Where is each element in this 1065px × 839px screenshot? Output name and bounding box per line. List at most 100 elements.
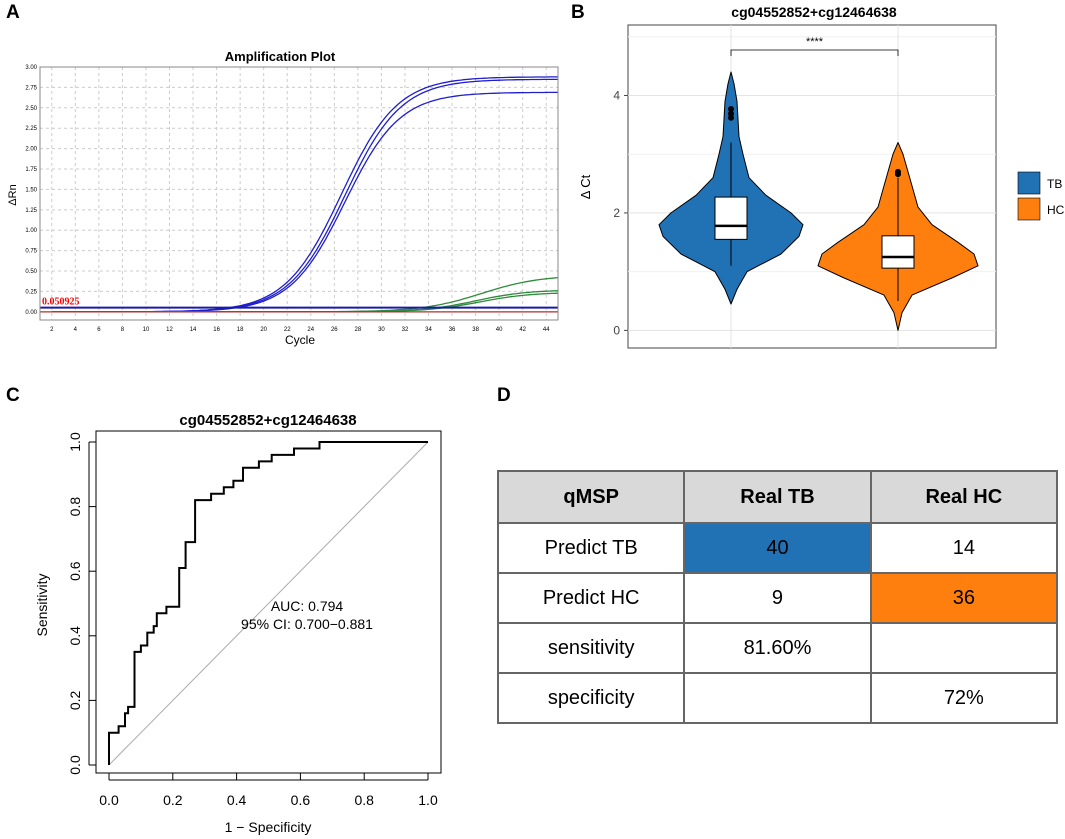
outlier-point <box>728 105 734 112</box>
outlier-point <box>728 110 734 117</box>
y-tick-label: 1.50 <box>25 187 37 193</box>
table-row: Predict HC 9 36 <box>496 572 1059 624</box>
x-tick-label: 4 <box>74 327 78 333</box>
x-tick-label: 38 <box>472 327 479 333</box>
amplification-curve-blue-2 <box>51 78 558 313</box>
y-tick-label: 2.75 <box>25 85 37 91</box>
y-tick-label: 2.25 <box>25 126 37 132</box>
x-tick-label: 0.2 <box>163 792 183 808</box>
x-tick-label: 14 <box>190 327 197 333</box>
x-tick-label: 16 <box>213 327 220 333</box>
roc-ci-label: 95% CI: 0.700−0.881 <box>241 616 373 632</box>
x-tick-label: 24 <box>307 327 314 333</box>
header-real-hc: Real HC <box>869 470 1059 524</box>
row-label-predict-tb: Predict TB <box>496 522 686 574</box>
x-tick-label: 0.0 <box>99 792 119 808</box>
legend-label-tb: TB <box>1047 177 1062 191</box>
x-tick-label: 1.0 <box>418 792 438 808</box>
header-real-tb: Real TB <box>683 470 872 524</box>
cell-predict-tb-real-hc: 14 <box>869 522 1059 574</box>
panel-letter-c: C <box>6 385 20 406</box>
roc-plot-ylabel: Sensitivity <box>34 573 50 636</box>
y-tick-label: 4 <box>613 88 620 102</box>
table-row: specificity 72% <box>496 672 1059 724</box>
x-tick-label: 32 <box>402 327 409 333</box>
x-tick-label: 20 <box>260 327 267 333</box>
cell-predict-hc-real-tb: 9 <box>683 572 872 624</box>
roc-plot-xlabel: 1 − Specificity <box>225 819 312 835</box>
y-tick-label: 2 <box>613 206 620 220</box>
x-tick-label: 34 <box>425 327 432 333</box>
cell-sensitivity-empty <box>869 622 1059 674</box>
significance-label: **** <box>806 36 824 48</box>
threshold-label: 0.050925 <box>42 297 80 308</box>
confusion-table: qMSP Real TB Real HC Predict TB 40 14 Pr… <box>496 470 1059 724</box>
cell-sensitivity-value: 81.60% <box>683 622 872 674</box>
y-tick-label: 0.0 <box>67 755 83 775</box>
y-tick-label: 0.50 <box>25 269 37 275</box>
x-tick-label: 0.8 <box>354 792 374 808</box>
x-tick-label: 0.4 <box>227 792 247 808</box>
roc-plot-title: cg04552852+cg12464638 <box>179 412 356 429</box>
y-tick-label: 1.00 <box>25 228 37 234</box>
y-tick-label: 0.75 <box>25 249 37 255</box>
roc-diagonal <box>108 441 429 766</box>
y-tick-label: 0.25 <box>25 289 37 295</box>
y-tick-label: 2.00 <box>25 147 37 153</box>
table-header-row: qMSP Real TB Real HC <box>496 470 1059 524</box>
y-tick-label: 3.00 <box>25 65 37 71</box>
row-label-specificity: specificity <box>496 672 686 724</box>
cell-predict-tb-real-tb: 40 <box>683 522 872 574</box>
outlier-point <box>728 114 734 121</box>
y-tick-label: 1.75 <box>25 167 37 173</box>
x-tick-label: 6 <box>97 327 101 333</box>
y-tick-label: 0.4 <box>67 626 83 646</box>
y-tick-label: 0.2 <box>67 690 83 710</box>
y-tick-label: 0 <box>613 323 620 337</box>
amplification-curve-blue-3 <box>51 91 558 313</box>
legend-swatch-tb <box>1017 171 1041 195</box>
violin-plot-frame <box>627 24 997 349</box>
panel-letter-d: D <box>497 385 511 406</box>
roc-plot-frame <box>95 430 442 774</box>
table-row: Predict TB 40 14 <box>496 522 1059 574</box>
amplification-plot-frame <box>39 66 559 321</box>
x-tick-label: 36 <box>449 327 456 333</box>
x-tick-label: 22 <box>284 327 291 333</box>
legend-label-hc: HC <box>1047 203 1065 217</box>
amplification-plot-title: Amplification Plot <box>225 49 336 64</box>
y-tick-label: 0.6 <box>67 561 83 581</box>
y-tick-label: 1.0 <box>67 432 83 452</box>
violin-plot-title: cg04552852+cg12464638 <box>731 4 897 20</box>
x-tick-label: 18 <box>237 327 244 333</box>
y-tick-label: 0.00 <box>25 310 37 316</box>
panel-letter-b: B <box>571 2 585 23</box>
x-tick-label: 12 <box>166 327 173 333</box>
box-tb <box>714 196 748 240</box>
x-tick-label: 0.6 <box>291 792 311 808</box>
roc-auc-label: AUC: 0.794 <box>271 598 344 614</box>
amplification-plot: Amplification Plot ΔRn Cycle 2 4 6 8 10 12 14 1… <box>7 49 559 347</box>
x-tick-label: 2 <box>50 327 54 333</box>
x-tick-label: 40 <box>496 327 503 333</box>
x-tick-label: 8 <box>121 327 125 333</box>
x-tick-label: 30 <box>378 327 385 333</box>
significance-bracket <box>730 49 899 56</box>
x-tick-label: 10 <box>143 327 150 333</box>
x-tick-label: 44 <box>543 327 550 333</box>
x-tick-label: 42 <box>519 327 526 333</box>
header-qmsp: qMSP <box>496 470 686 524</box>
cell-specificity-value: 72% <box>869 672 1059 724</box>
roc-plot: cg04552852+cg12464638 Sensitivity 1 − Sp… <box>34 412 442 835</box>
y-tick-label: 1.25 <box>25 208 37 214</box>
x-tick-label: 28 <box>355 327 362 333</box>
panel-letter-a: A <box>6 2 20 23</box>
cell-predict-hc-real-hc: 36 <box>869 572 1059 624</box>
cell-specificity-empty <box>683 672 872 724</box>
y-tick-label: 0.8 <box>67 497 83 517</box>
legend-swatch-hc <box>1017 197 1041 221</box>
table-row: sensitivity 81.60% <box>496 622 1059 674</box>
violin-plot-ylabel: Δ Ct <box>578 174 593 199</box>
y-tick-label: 2.50 <box>25 106 37 112</box>
amplification-plot-ylabel: ΔRn <box>7 184 19 205</box>
